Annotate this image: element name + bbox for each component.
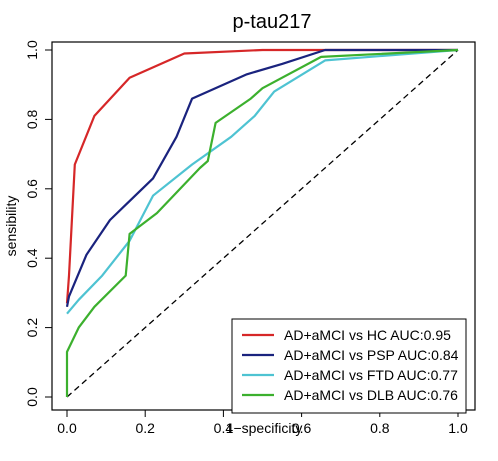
legend-label: AD+aMCI vs PSP AUC:0.84 (284, 347, 459, 363)
roc-curves (65, 48, 459, 397)
axis-ticks: 0.0 0.2 0.4 0.6 0.8 1.0 0.0 0.2 0.4 0.6 0.8 1.0 (24, 40, 468, 436)
y-tick-label: 0.2 (24, 318, 40, 338)
y-tick-label: 1.0 (24, 40, 40, 60)
y-tick-label: 0.8 (24, 109, 40, 129)
chart-title: p-tau217 (233, 11, 312, 33)
reference-diagonal (66, 49, 459, 398)
y-tick-label: 0.4 (24, 248, 40, 268)
roc-curve-2 (65, 48, 458, 308)
legend: AD+aMCI vs HC AUC:0.95 AD+aMCI vs PSP AUC… (231, 318, 467, 414)
x-tick-label: 0.2 (135, 420, 155, 436)
y-tick-label: 0.0 (24, 387, 40, 407)
roc-curve-1 (65, 48, 458, 304)
roc-curve-4 (65, 48, 459, 397)
x-axis-label: 1−specificity (226, 420, 303, 436)
y-tick-label: 0.6 (24, 179, 40, 199)
x-tick-label: 0.0 (57, 420, 77, 436)
legend-label: AD+aMCI vs HC AUC:0.95 (284, 327, 451, 343)
y-axis-label: sensibility (3, 196, 19, 257)
legend-label: AD+aMCI vs DLB AUC:0.76 (284, 387, 458, 403)
legend-label: AD+aMCI vs FTD AUC:0.77 (284, 367, 458, 383)
x-tick-label: 0.4 (214, 420, 234, 436)
roc-curve-3 (66, 48, 459, 315)
x-tick-label: 0.8 (370, 420, 390, 436)
x-tick-label: 0.6 (292, 420, 312, 436)
x-tick-label: 1.0 (448, 420, 468, 436)
